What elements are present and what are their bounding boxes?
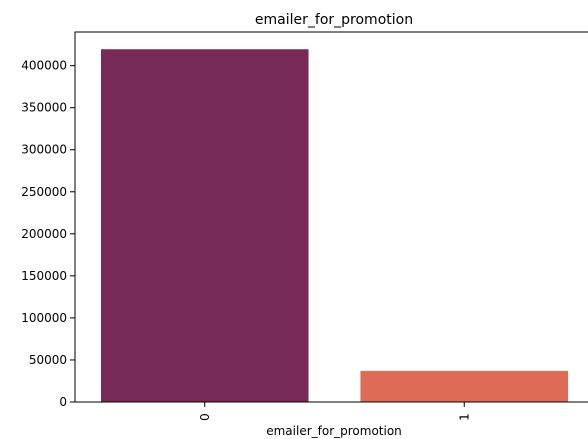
y-tick-label: 150000 <box>21 269 67 283</box>
y-tick-label: 100000 <box>21 311 67 325</box>
bar-1 <box>360 370 569 402</box>
y-tick-label: 400000 <box>21 59 67 73</box>
y-axis: 0 50000 100000 150000 200000 250000 300000 3500… <box>21 59 75 409</box>
chart-title: emailer_for_promotion <box>255 12 413 28</box>
bar-0 <box>100 49 309 402</box>
y-tick-label: 350000 <box>21 101 67 115</box>
y-tick-label: 0 <box>59 395 67 409</box>
x-tick-label-0: 0 <box>198 413 212 421</box>
x-tick-label-1: 1 <box>457 413 471 421</box>
y-tick-label: 200000 <box>21 227 67 241</box>
bars-group <box>100 49 569 402</box>
plot-frame <box>74 31 588 403</box>
x-axis-label: emailer_for_promotion <box>266 424 402 438</box>
y-tick-label: 50000 <box>29 353 67 367</box>
y-tick-label: 250000 <box>21 185 67 199</box>
y-tick-label: 300000 <box>21 143 67 157</box>
